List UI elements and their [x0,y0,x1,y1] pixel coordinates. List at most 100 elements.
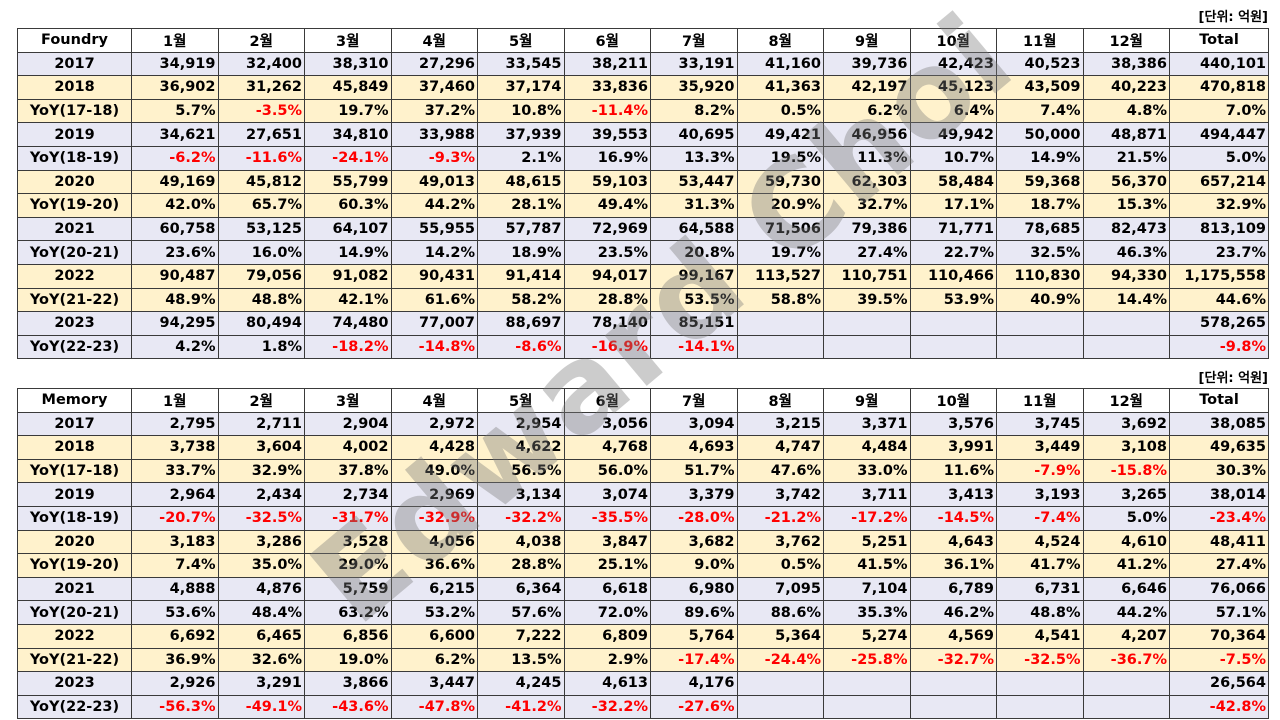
yoy-row: YoY(17-18) 5.7% -3.5% 19.7% 37.2% 10.8% -11.4%… [17,98,1269,124]
value-cell: 59,730 [736,169,824,195]
value-cell: 4.2% [131,334,219,360]
value-cell: 4,541 [996,623,1084,649]
value-cell: 39,553 [563,122,651,147]
value-cell: -18.2% [304,334,392,360]
value-cell: 38,310 [304,51,392,77]
yoy-row: YoY(21-22) 36.9% 32.6% 19.0% 6.2% 13.5% 2.9% -1… [17,647,1269,673]
row-label: 2018 [17,435,132,460]
value-cell: 4,613 [563,671,651,696]
value-cell: 4,428 [390,435,478,460]
total-header: Total [1169,28,1269,53]
value-cell: -41.2% [477,694,565,720]
value-cell: -32.2% [477,505,565,531]
value-cell: 4,176 [650,671,738,696]
value-cell: 9.0% [650,553,738,578]
value-cell [996,694,1084,720]
value-cell: 82,473 [1082,216,1170,242]
value-cell: 36.9% [131,647,219,673]
value-cell: 3,215 [736,411,824,437]
value-cell: 25.1% [563,553,651,578]
value-cell [909,334,997,360]
value-cell: 38,386 [1082,51,1170,77]
value-cell [996,671,1084,696]
value-cell: 4,622 [477,435,565,460]
value-cell: 32.5% [996,240,1084,265]
value-cell: 61.6% [390,287,478,313]
total-cell: 76,066 [1169,576,1269,602]
value-cell: 33.7% [131,458,219,484]
value-cell: 3,692 [1082,411,1170,437]
value-cell: 2,711 [217,411,305,437]
value-cell: 3,371 [823,411,911,437]
value-cell: -9.3% [390,145,478,171]
value-cell: -3.5% [217,98,305,124]
value-cell: 85,151 [650,311,738,336]
value-cell: 2,904 [304,411,392,437]
value-cell [1082,334,1170,360]
value-cell [909,311,997,336]
value-cell: 2,734 [304,482,392,507]
row-label: 2017 [17,411,132,437]
yoy-row: YoY(22-23) 4.2% 1.8% -18.2% -14.8% -8.6% -16.9… [17,334,1269,360]
value-cell [823,671,911,696]
value-cell: 6,646 [1082,576,1170,602]
total-cell: -9.8% [1169,334,1269,360]
value-cell: 32.9% [217,458,305,484]
yoy-row: YoY(21-22) 48.9% 48.8% 42.1% 61.6% 58.2% 28.8%… [17,287,1269,313]
value-cell: 2,434 [217,482,305,507]
month-header: 3월 [304,28,392,53]
value-cell: -43.6% [304,694,392,720]
value-cell: 44.2% [1082,600,1170,625]
value-cell: 33.0% [823,458,911,484]
value-cell: 37.8% [304,458,392,484]
value-cell: 47.6% [736,458,824,484]
value-cell: 6.4% [909,98,997,124]
yoy-row: YoY(19-20) 7.4% 35.0% 29.0% 36.6% 28.8% 25.1% 9… [17,553,1269,578]
value-cell: 19.0% [304,647,392,673]
value-cell: 59,368 [996,169,1084,195]
value-cell: 40,695 [650,122,738,147]
value-cell: 41,363 [736,75,824,100]
value-cell: -11.4% [563,98,651,124]
value-cell: 49,942 [909,122,997,147]
total-cell: -23.4% [1169,505,1269,531]
foundry-table: Foundry 1월 2월 3월 4월 5월 6월 7월 8월 9월 10월 11월 12월 Total … [17,28,1269,360]
value-cell: 15.3% [1082,193,1170,218]
value-cell: 49,013 [390,169,478,195]
value-cell [823,311,911,336]
total-cell: 70,364 [1169,623,1269,649]
value-cell: 51.7% [650,458,738,484]
value-cell [823,334,911,360]
total-cell: 494,447 [1169,122,1269,147]
value-cell: 4,768 [563,435,651,460]
row-label: 2021 [17,576,132,602]
value-cell: 5,251 [823,529,911,555]
value-cell: 3,866 [304,671,392,696]
value-cell: 48.9% [131,287,219,313]
row-label: YoY(22-23) [17,694,132,720]
value-cell: 56,370 [1082,169,1170,195]
value-cell: 6,618 [563,576,651,602]
value-cell: 41,160 [736,51,824,77]
row-label: YoY(19-20) [17,193,132,218]
value-cell: 39.5% [823,287,911,313]
value-cell: 110,751 [823,263,911,289]
value-cell: 3,056 [563,411,651,437]
row-label: 2020 [17,169,132,195]
value-cell: 110,466 [909,263,997,289]
value-cell: 3,286 [217,529,305,555]
value-cell: 5.7% [131,98,219,124]
value-cell: 113,527 [736,263,824,289]
month-header: 5월 [477,388,565,413]
value-cell: 3,183 [131,529,219,555]
value-cell: 35.0% [217,553,305,578]
value-cell: 3,291 [217,671,305,696]
value-cell: 45,123 [909,75,997,100]
value-cell: 58.8% [736,287,824,313]
value-cell: 20.8% [650,240,738,265]
value-cell: 48.8% [217,287,305,313]
value-cell: -11.6% [217,145,305,171]
value-cell: 91,414 [477,263,565,289]
total-cell: 57.1% [1169,600,1269,625]
total-cell: 38,085 [1169,411,1269,437]
